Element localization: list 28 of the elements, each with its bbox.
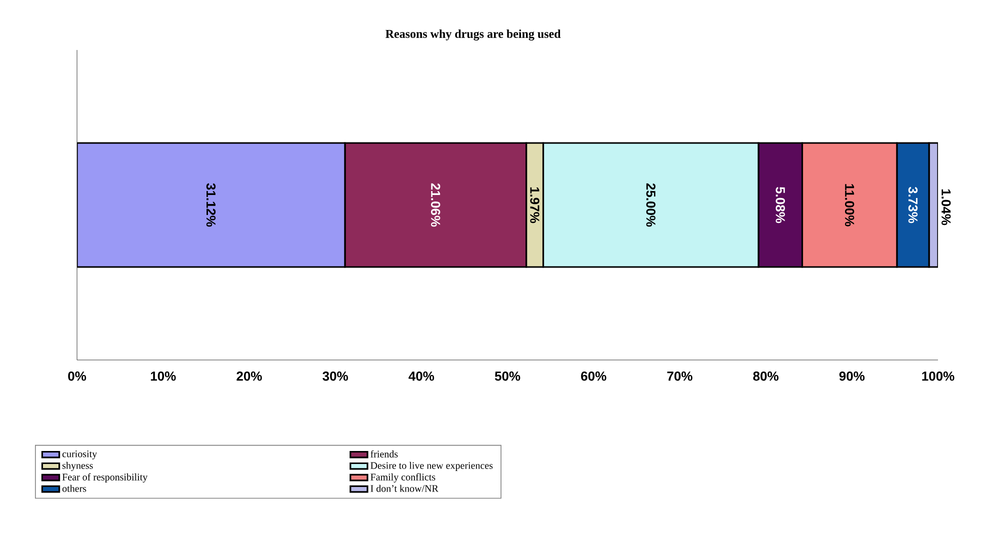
- legend-label: Desire to live new experiences: [370, 462, 493, 471]
- x-tick-label: 0%: [68, 372, 86, 381]
- data-label: 1.97%: [530, 187, 540, 224]
- data-label: 25.00%: [646, 183, 656, 227]
- x-tick-label: 50%: [494, 372, 520, 381]
- legend-label: others: [62, 484, 86, 492]
- legend-label: Fear of responsibility: [62, 473, 148, 483]
- data-label: 11.00%: [844, 184, 854, 226]
- legend-label: Family conflicts: [370, 473, 436, 483]
- data-label: 31.12%: [206, 183, 216, 227]
- x-tick-label: 90%: [839, 372, 865, 381]
- chart-title: Reasons why drugs are being used: [386, 29, 561, 40]
- x-tick-label: 60%: [581, 372, 606, 381]
- x-tick-label: 70%: [667, 372, 692, 381]
- x-tick-label: 20%: [236, 372, 262, 381]
- legend-label: I don’t know/NR: [370, 484, 438, 492]
- x-tick-label: 10%: [150, 372, 176, 381]
- x-tick-label: 30%: [322, 372, 348, 381]
- legend-label: friends: [370, 450, 398, 458]
- data-label: 5.08%: [776, 186, 785, 224]
- data-label: 21.06%: [431, 183, 440, 227]
- legend-label: curiosity: [62, 450, 98, 460]
- x-tick-label: 40%: [408, 372, 434, 381]
- x-tick-label: 100%: [922, 372, 954, 381]
- x-tick-label: 80%: [753, 372, 778, 381]
- legend-label: shyness: [62, 462, 93, 471]
- data-label: 1.04%: [942, 189, 951, 226]
- data-label: 3.73%: [908, 186, 918, 224]
